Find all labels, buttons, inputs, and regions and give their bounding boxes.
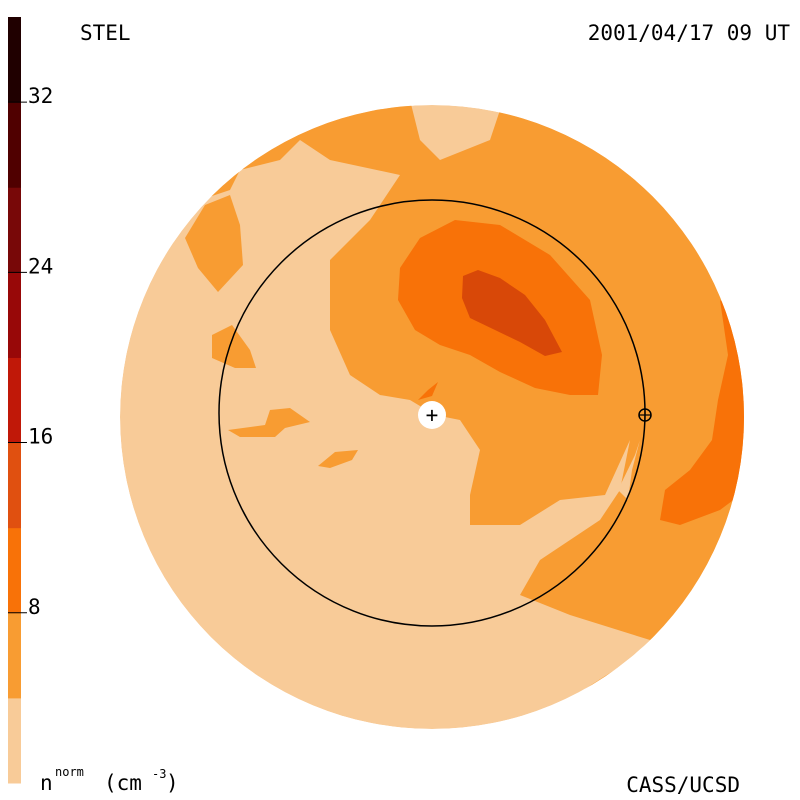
colorbar-band bbox=[8, 357, 21, 444]
density-level-1-inlet bbox=[618, 440, 640, 500]
density-level-2-patch bbox=[185, 195, 243, 292]
density-level-2-patch bbox=[318, 450, 358, 468]
colorbar-band bbox=[8, 102, 21, 188]
colorbar-band bbox=[8, 612, 21, 699]
colorbar-tick-label: 32 bbox=[28, 84, 53, 108]
colorbar-band bbox=[8, 527, 21, 614]
density-level-4-core bbox=[462, 270, 562, 356]
colorbar-band bbox=[8, 442, 21, 529]
credit-label: CASS/UCSD bbox=[626, 773, 740, 797]
unit-open: (cm bbox=[104, 771, 142, 795]
density-level-2-patch bbox=[212, 325, 256, 368]
colorbar-band bbox=[8, 272, 21, 358]
colorbar-tick-label: 8 bbox=[28, 595, 41, 619]
unit-symbol: n bbox=[40, 771, 53, 795]
unit-label: n norm (cm -3 ) bbox=[40, 765, 179, 795]
timestamp-label: 2001/04/17 09 UT bbox=[588, 21, 791, 45]
density-level-3-band bbox=[660, 300, 744, 525]
unit-exponent: -3 bbox=[152, 767, 166, 781]
colorbar-ticks: 8 16 24 32 bbox=[8, 84, 53, 619]
colorbar-tick-label: 16 bbox=[28, 425, 53, 449]
earth-icon bbox=[638, 408, 652, 422]
colorbar-band bbox=[8, 17, 21, 103]
colorbar-tick-label: 24 bbox=[28, 254, 53, 278]
colorbar-band bbox=[8, 187, 21, 273]
unit-superscript: norm bbox=[55, 765, 84, 779]
observatory-label: STEL bbox=[80, 21, 131, 45]
unit-close: ) bbox=[166, 771, 179, 795]
density-level-2-patch bbox=[228, 408, 310, 437]
colorbar bbox=[8, 17, 21, 784]
sun-marker: + bbox=[418, 401, 446, 429]
colorbar-band bbox=[8, 697, 21, 784]
sun-plus-icon: + bbox=[426, 403, 439, 427]
density-level-3-streak bbox=[418, 382, 438, 400]
density-level-2-region bbox=[190, 105, 744, 729]
